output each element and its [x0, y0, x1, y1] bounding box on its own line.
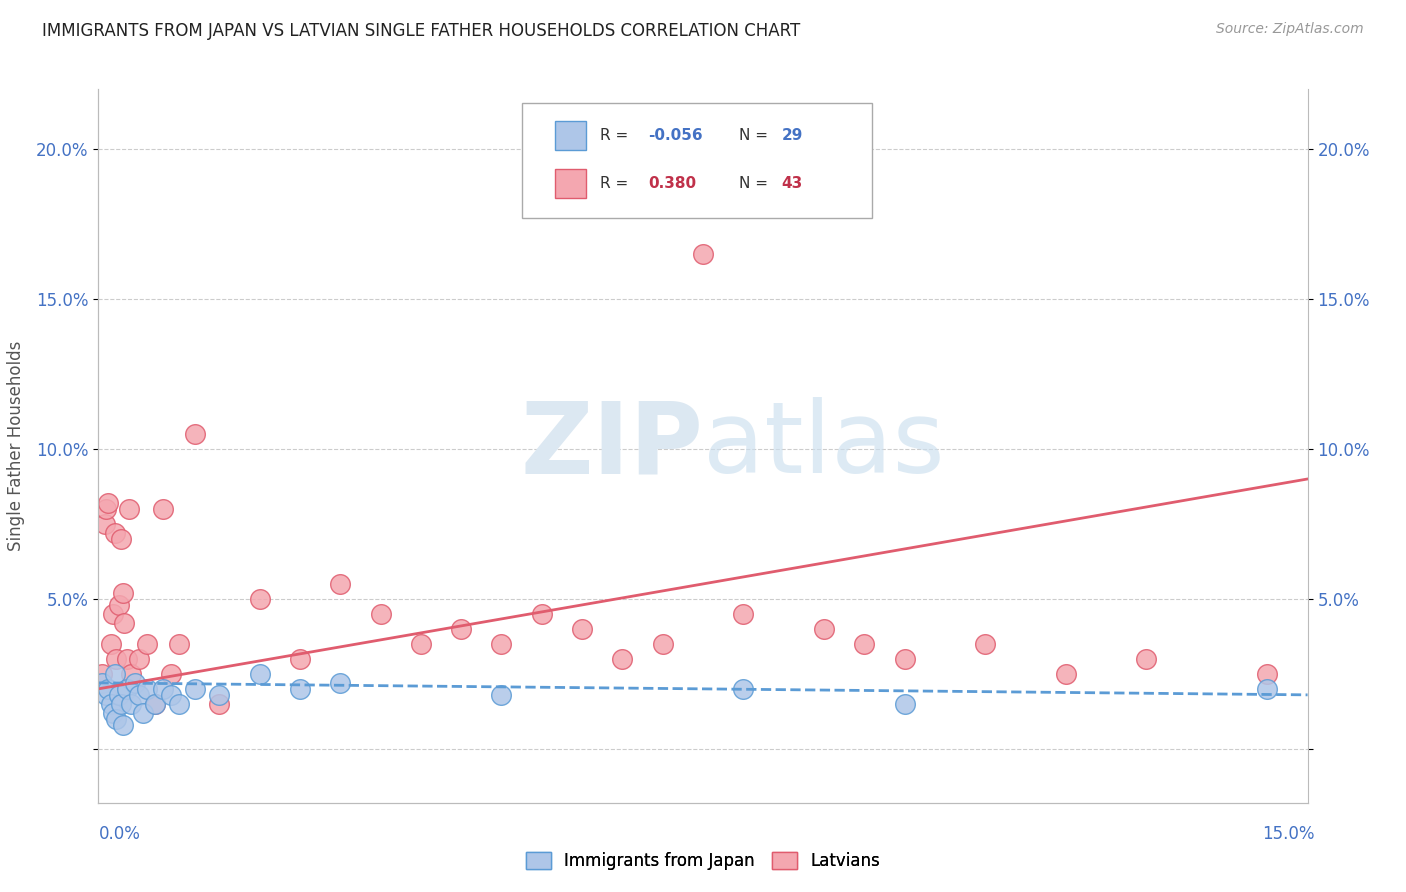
- Point: [1054, 666, 1077, 681]
- Point: [1256, 681, 1278, 696]
- Point: [651, 637, 673, 651]
- Point: [124, 676, 146, 690]
- Point: [94, 516, 117, 531]
- Point: [692, 247, 714, 261]
- Point: [107, 598, 129, 612]
- Text: 0.380: 0.380: [648, 176, 697, 191]
- Text: 15.0%: 15.0%: [1263, 825, 1315, 843]
- Point: [135, 681, 157, 696]
- Point: [105, 652, 128, 666]
- Point: [110, 697, 132, 711]
- Point: [491, 688, 513, 702]
- Point: [450, 622, 472, 636]
- Point: [813, 622, 835, 636]
- Point: [132, 706, 155, 720]
- Point: [91, 676, 114, 690]
- Text: 29: 29: [782, 128, 803, 143]
- Point: [96, 688, 118, 702]
- Point: [105, 712, 128, 726]
- Point: [97, 496, 120, 510]
- Point: [893, 697, 915, 711]
- Point: [160, 688, 183, 702]
- Point: [893, 652, 915, 666]
- Point: [329, 676, 352, 690]
- Point: [135, 637, 157, 651]
- Point: [110, 532, 132, 546]
- Point: [733, 607, 755, 621]
- Text: -0.056: -0.056: [648, 128, 703, 143]
- Point: [115, 681, 138, 696]
- Point: [115, 652, 138, 666]
- FancyBboxPatch shape: [555, 121, 586, 150]
- Point: [288, 681, 311, 696]
- Point: [96, 502, 118, 516]
- Point: [208, 688, 231, 702]
- Point: [491, 637, 513, 651]
- Point: [112, 615, 135, 630]
- FancyBboxPatch shape: [555, 169, 586, 198]
- Text: N =: N =: [740, 128, 773, 143]
- Point: [107, 688, 129, 702]
- Point: [571, 622, 593, 636]
- Point: [853, 637, 876, 651]
- Point: [152, 681, 174, 696]
- Point: [128, 652, 150, 666]
- Point: [152, 502, 174, 516]
- Point: [167, 697, 190, 711]
- Point: [974, 637, 997, 651]
- Point: [143, 697, 166, 711]
- Point: [100, 637, 122, 651]
- Point: [111, 718, 134, 732]
- Point: [118, 502, 141, 516]
- Point: [288, 652, 311, 666]
- Point: [91, 666, 114, 681]
- Point: [184, 427, 207, 442]
- Point: [1135, 652, 1157, 666]
- Point: [101, 706, 124, 720]
- Point: [329, 577, 352, 591]
- Point: [120, 697, 142, 711]
- Point: [120, 666, 142, 681]
- Text: 0.0%: 0.0%: [98, 825, 141, 843]
- FancyBboxPatch shape: [522, 103, 872, 218]
- Legend: Immigrants from Japan, Latvians: Immigrants from Japan, Latvians: [519, 845, 887, 877]
- Point: [370, 607, 392, 621]
- Point: [733, 681, 755, 696]
- Point: [208, 697, 231, 711]
- Text: IMMIGRANTS FROM JAPAN VS LATVIAN SINGLE FATHER HOUSEHOLDS CORRELATION CHART: IMMIGRANTS FROM JAPAN VS LATVIAN SINGLE …: [42, 22, 800, 40]
- Point: [100, 697, 122, 711]
- Point: [612, 652, 634, 666]
- Point: [101, 607, 124, 621]
- Point: [409, 637, 432, 651]
- Text: R =: R =: [600, 176, 633, 191]
- Point: [97, 681, 120, 696]
- Point: [249, 591, 271, 606]
- Point: [128, 688, 150, 702]
- Point: [1256, 666, 1278, 681]
- Point: [160, 666, 183, 681]
- Point: [167, 637, 190, 651]
- Text: N =: N =: [740, 176, 773, 191]
- Point: [103, 666, 125, 681]
- Text: Source: ZipAtlas.com: Source: ZipAtlas.com: [1216, 22, 1364, 37]
- Y-axis label: Single Father Households: Single Father Households: [7, 341, 25, 551]
- Text: ZIP: ZIP: [520, 398, 703, 494]
- Point: [530, 607, 553, 621]
- Point: [143, 697, 166, 711]
- Point: [111, 586, 134, 600]
- Text: R =: R =: [600, 128, 633, 143]
- Point: [249, 666, 271, 681]
- Point: [103, 525, 125, 540]
- Text: atlas: atlas: [703, 398, 945, 494]
- Text: 43: 43: [782, 176, 803, 191]
- Point: [184, 681, 207, 696]
